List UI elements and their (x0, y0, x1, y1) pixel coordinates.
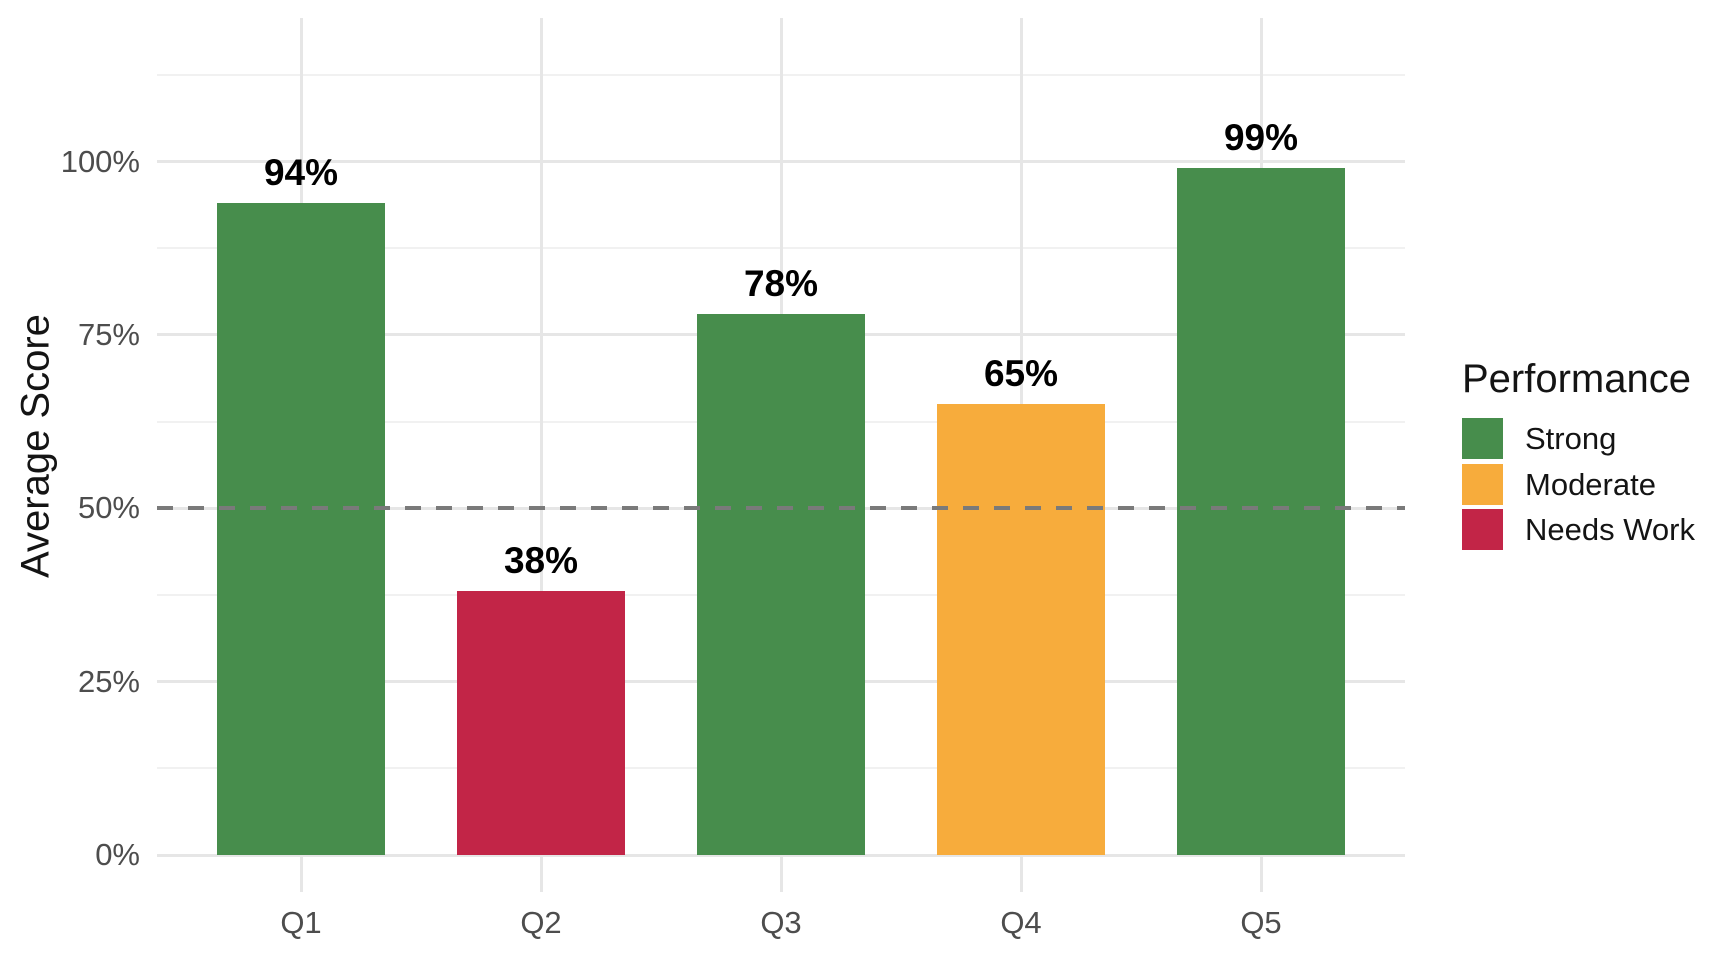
x-tick-label: Q4 (1000, 905, 1042, 940)
y-tick-label: 75% (77, 316, 140, 352)
legend-swatch-moderate-icon (1462, 463, 1503, 505)
legend-item-moderate: Moderate (1462, 463, 1695, 505)
bar-value-label: 65% (983, 353, 1059, 395)
legend-swatch-strong-icon (1462, 418, 1503, 459)
x-tick-label: Q1 (280, 905, 322, 940)
legend: Performance Strong Moderate Needs Work (1462, 357, 1695, 555)
legend-item-needs-work: Needs Work (1462, 509, 1695, 550)
x-tick-label: Q3 (760, 905, 802, 940)
legend-item-strong: Strong (1462, 418, 1695, 459)
bar-q4 (937, 404, 1105, 855)
bar-value-label: 78% (743, 263, 819, 305)
y-tick-label: 50% (77, 490, 140, 526)
reference-line-50pct (157, 506, 1405, 511)
legend-swatch-needs-work-icon (1462, 509, 1503, 550)
legend-label-moderate: Moderate (1525, 466, 1656, 502)
y-tick-label: 100% (60, 143, 140, 179)
bar-value-label: 99% (1223, 117, 1299, 159)
bar-q3 (697, 314, 865, 855)
x-tick-label: Q2 (520, 905, 562, 940)
y-axis-title: Average Score (13, 314, 58, 578)
legend-label-needs-work: Needs Work (1525, 512, 1695, 547)
x-tick-label: Q5 (1240, 905, 1282, 940)
bar-value-label: 94% (263, 152, 339, 194)
y-tick-label: 25% (77, 663, 140, 699)
gridline-vertical (539, 18, 543, 892)
bar-q1 (217, 203, 385, 855)
legend-label-strong: Strong (1525, 421, 1617, 456)
bar-q5 (1177, 168, 1345, 855)
bar-q2 (457, 591, 625, 855)
y-tick-label: 0% (95, 837, 140, 872)
legend-title: Performance (1462, 357, 1691, 401)
bar-value-label: 38% (503, 540, 579, 582)
